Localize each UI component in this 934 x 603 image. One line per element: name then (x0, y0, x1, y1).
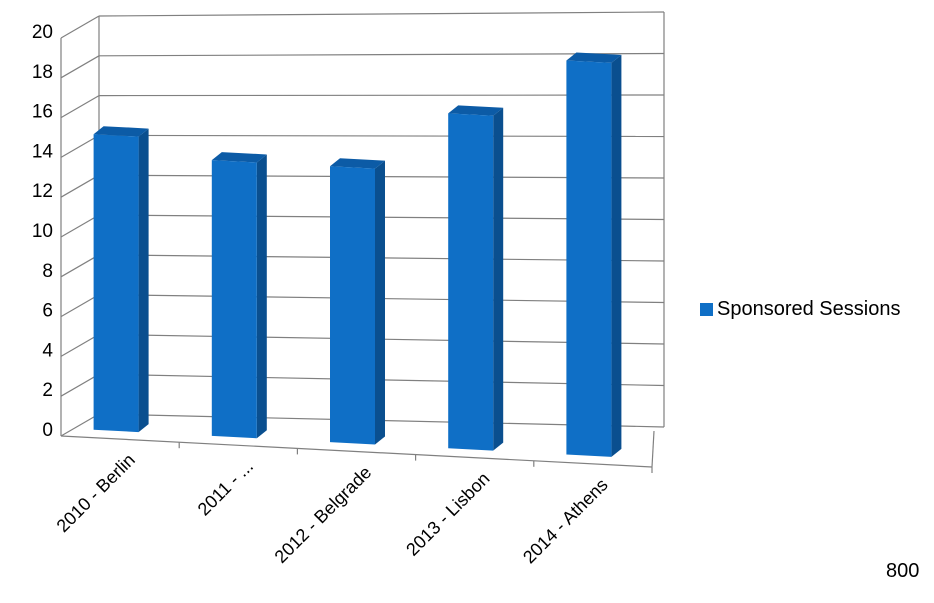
floor-right-edge (651, 430, 655, 468)
bar-top (566, 52, 622, 63)
y-tick-label: 2 (42, 380, 53, 401)
gridline-side (60, 254, 100, 278)
legend: Sponsored Sessions (700, 298, 900, 321)
legend-label: Sponsored Sessions (717, 298, 901, 320)
bar-top (448, 105, 504, 116)
x-tick-label: 2012 - Belgrade (271, 462, 376, 567)
bar-top (93, 126, 149, 137)
y-tick-label: 18 (32, 62, 53, 83)
x-tick-label: 2010 - Berlin (53, 450, 139, 536)
bars (93, 52, 622, 457)
y-tick-label: 12 (32, 181, 53, 202)
gridline (98, 11, 665, 17)
x-axis: 2010 - Berlin 2011 - ... 2012 - Belgrade 20… (53, 442, 653, 568)
gridline-side (60, 413, 100, 437)
bar (448, 113, 494, 451)
gridline-side (60, 373, 100, 397)
gridline (98, 52, 665, 57)
bar (566, 60, 612, 457)
x-axis-line (60, 435, 653, 468)
gridline-side (60, 214, 100, 238)
y-tick-label: 4 (42, 340, 53, 361)
gridline-side (60, 294, 100, 318)
y-tick-label: 20 (32, 22, 53, 43)
y-tick-label: 0 (42, 420, 53, 441)
bar-side (611, 54, 622, 457)
bar-side (256, 154, 267, 439)
gridline-side (60, 15, 100, 39)
gridline-side (60, 95, 100, 119)
bar-top (330, 158, 385, 169)
y-axis: 0 2 4 6 8 10 12 14 16 18 20 (32, 22, 54, 441)
gridline-side (60, 174, 100, 198)
bar-side (493, 107, 504, 451)
gridline-side (60, 333, 100, 357)
y-tick-label: 14 (32, 141, 54, 162)
y-tick-label: 10 (32, 221, 53, 242)
bar (330, 166, 375, 445)
x-tick-label: 2014 - Athens (519, 475, 612, 568)
bar (211, 160, 257, 439)
gridline-side (60, 134, 100, 158)
bar-side (138, 128, 149, 433)
y-tick-label: 16 (32, 102, 53, 123)
y-tick-label: 8 (42, 261, 53, 282)
x-tick-label: 2013 - Lisbon (402, 468, 493, 559)
x-tick-label: 2011 - ... (194, 456, 257, 519)
y-tick-label: 6 (42, 301, 53, 322)
bar (93, 134, 139, 433)
gridline-side (60, 55, 100, 79)
legend-swatch (700, 303, 713, 316)
bar-top (211, 152, 267, 163)
bar-side (375, 160, 385, 445)
page-number: 800 (886, 560, 920, 582)
